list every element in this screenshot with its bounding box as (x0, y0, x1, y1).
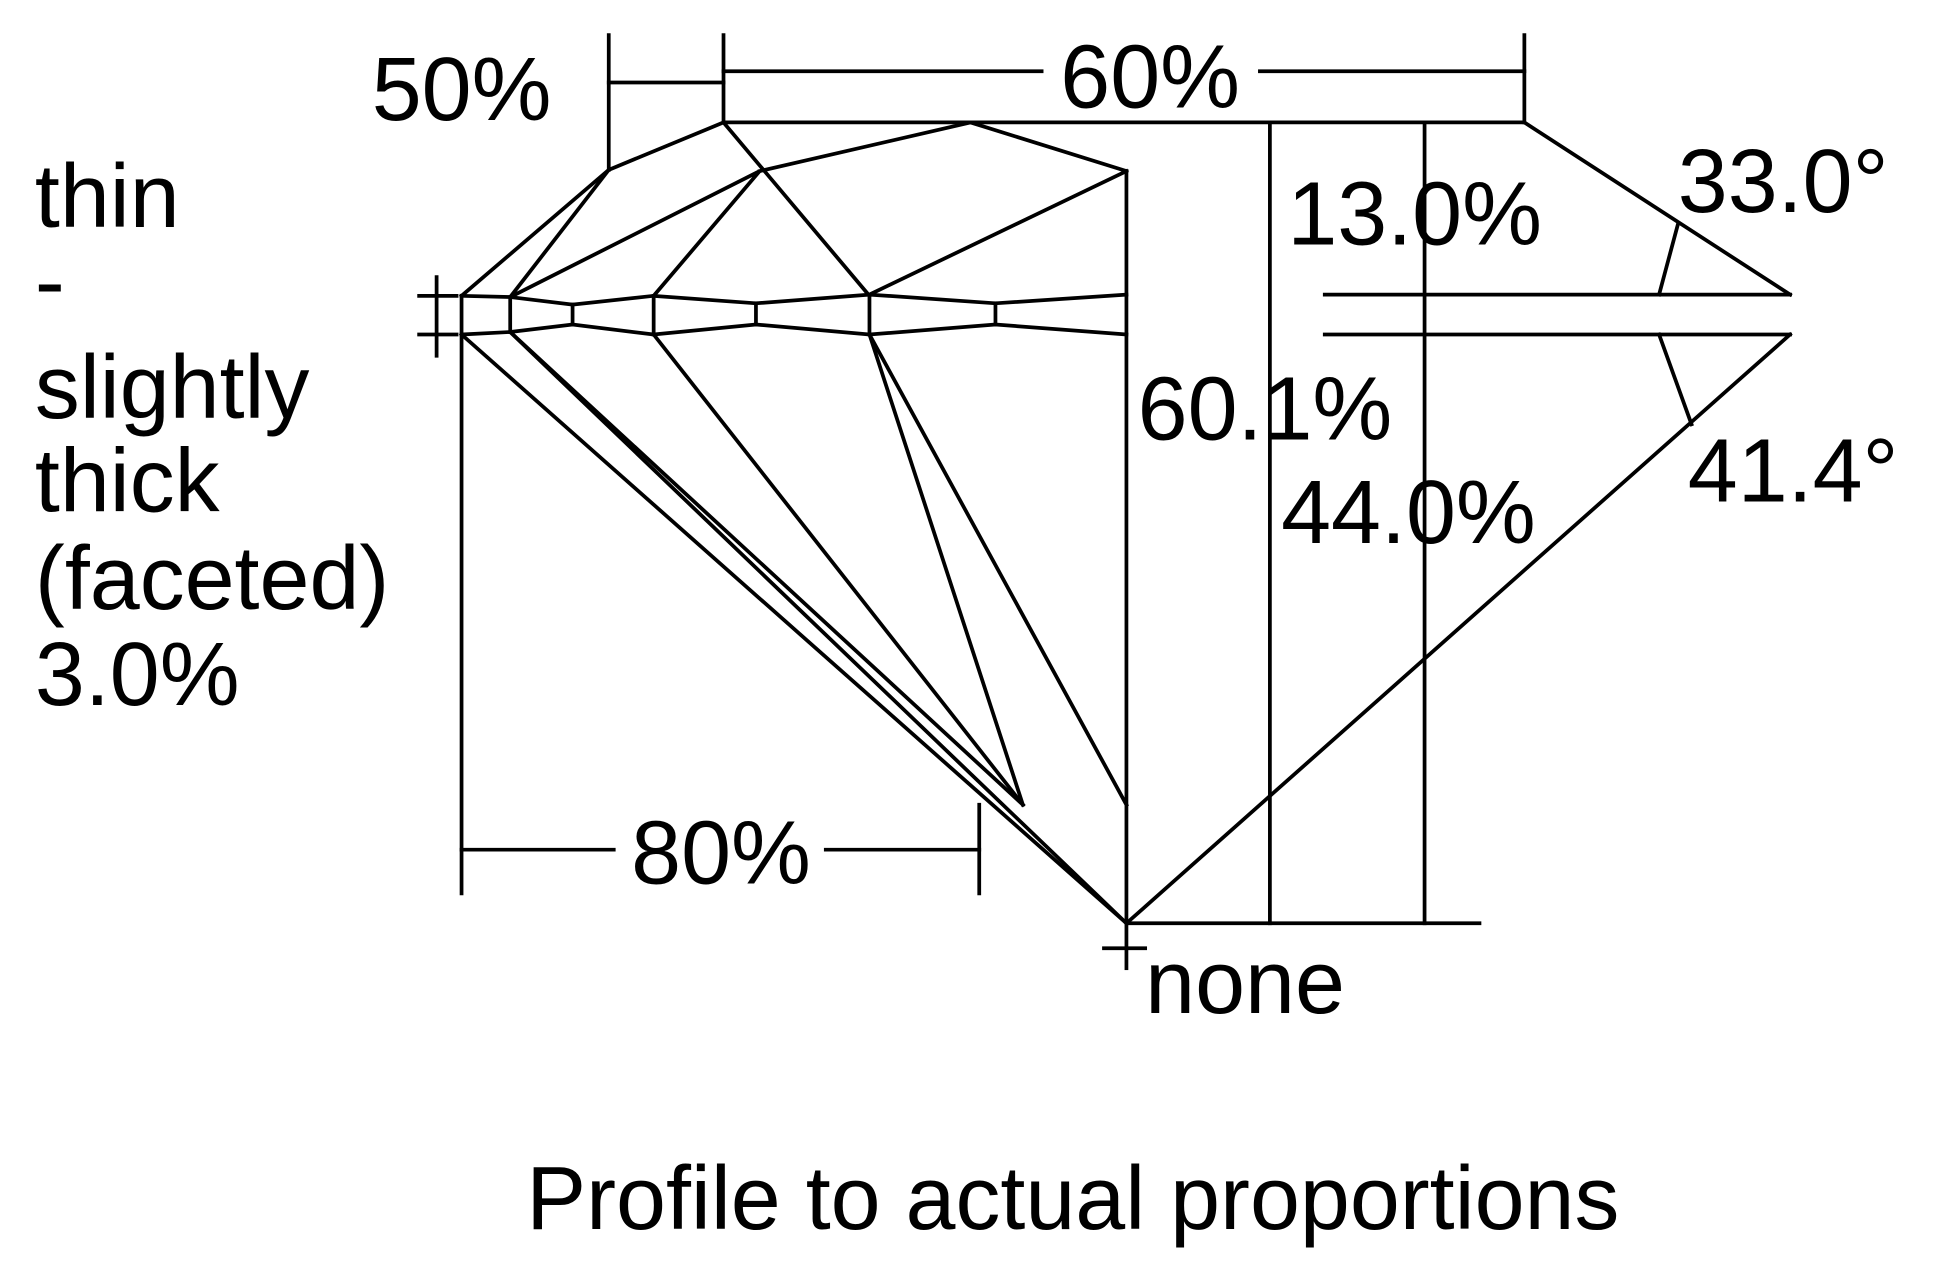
total-depth-label: 60.1% (1138, 359, 1393, 459)
lower-half-label: 80% (631, 803, 811, 903)
dimension-lines (417, 33, 1792, 971)
pavilion-depth-label: 44.0% (1281, 463, 1536, 563)
pavilion-angle-label: 41.4° (1688, 422, 1899, 522)
girdle-label-line: thin (35, 147, 180, 247)
girdle-label-line: 3.0% (35, 625, 240, 725)
girdle-label-line: thick (35, 432, 221, 532)
girdle-label: thin - slightly thick (faceted) 3.0% (35, 147, 389, 725)
crown-angle-label: 33.0° (1678, 132, 1889, 232)
girdle (459, 292, 1129, 337)
caption: Profile to actual proportions (526, 1149, 1619, 1249)
table-label: 60% (1060, 27, 1240, 127)
girdle-label-line: - (35, 232, 65, 332)
crown-span-label: 50% (372, 40, 552, 140)
girdle-label-line: slightly (35, 338, 310, 438)
pavilion (458, 169, 1793, 926)
girdle-label-line: (faceted) (35, 529, 389, 629)
crown-height-label: 13.0% (1287, 165, 1542, 265)
culet-label: none (1145, 933, 1345, 1033)
